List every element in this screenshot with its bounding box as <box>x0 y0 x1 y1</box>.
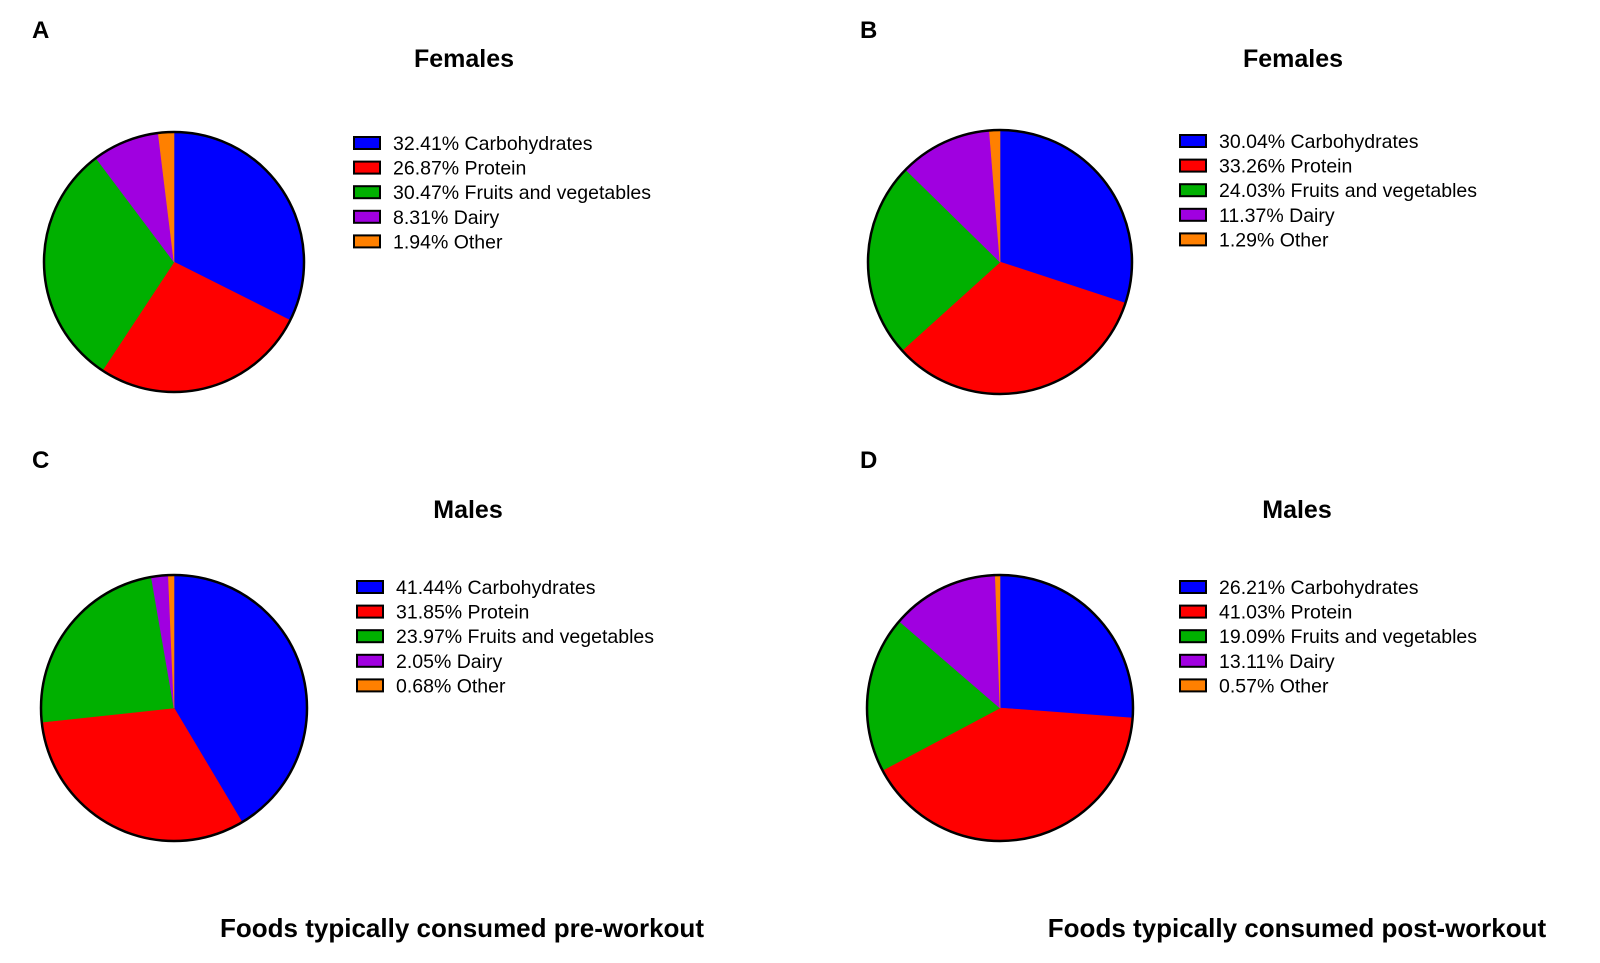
legend-item-fruits-and-vegetables: 23.97% Fruits and vegetables <box>356 626 654 648</box>
legend-label: 26.21% Carbohydrates <box>1219 577 1419 599</box>
legend-item-protein: 41.03% Protein <box>1179 602 1352 624</box>
pie-chart <box>865 573 1135 843</box>
legend-item-carbohydrates: 26.21% Carbohydrates <box>1179 577 1419 599</box>
chart-title: Males <box>1262 496 1331 524</box>
legend-item-fruits-and-vegetables: 19.09% Fruits and vegetables <box>1179 626 1477 648</box>
legend-swatch <box>1179 183 1207 198</box>
legend: 41.44% Carbohydrates 31.85% Protein23.97%… <box>356 577 654 697</box>
legend-label: 33.26% Protein <box>1219 156 1352 178</box>
legend-label: 30.04% Carbohydrates <box>1219 131 1419 153</box>
legend-swatch <box>356 580 384 594</box>
legend-label: 19.09% Fruits and vegetables <box>1219 626 1477 648</box>
panel-a: A Females 32.41% Carbohydrates 26.87% Pro… <box>32 17 651 394</box>
panel-label: D <box>860 447 877 474</box>
pie-slice-fruits-and-vegetables <box>40 576 175 723</box>
caption-post-workout: Foods typically consumed post-workout <box>1048 913 1547 943</box>
legend-item-protein: 26.87% Protein <box>353 158 526 180</box>
legend-label: 8.31% Dairy <box>393 207 499 229</box>
pie-outline <box>42 130 306 394</box>
legend-swatch <box>1179 232 1207 247</box>
legend-swatch <box>353 209 381 224</box>
pie-chart <box>39 573 309 843</box>
pie-chart <box>866 128 1134 396</box>
legend-swatch <box>356 678 384 693</box>
chart-title: Females <box>414 45 514 73</box>
pie-outline <box>39 573 309 843</box>
legend-label: 26.87% Protein <box>393 158 526 180</box>
legend-item-other: 0.68% Other <box>356 675 506 697</box>
legend-item-carbohydrates: 41.44% Carbohydrates <box>356 577 596 599</box>
legend-label: 11.37% Dairy <box>1219 205 1335 227</box>
legend-swatch <box>353 185 381 200</box>
legend-label: 31.85% Protein <box>396 602 529 624</box>
legend-swatch <box>1179 604 1207 619</box>
pie-outline <box>865 573 1135 843</box>
legend-swatch <box>1179 629 1207 644</box>
chart-title: Females <box>1243 45 1343 73</box>
panel-label: B <box>860 17 877 44</box>
legend-label: 0.68% Other <box>396 675 506 697</box>
legend-label: 2.05% Dairy <box>396 651 502 673</box>
legend-item-protein: 31.85% Protein <box>356 602 529 624</box>
legend-swatch <box>356 604 384 619</box>
legend-swatch <box>1179 653 1207 668</box>
panel-c: C Males 41.44% Carbohydrates 31.85% Prote… <box>32 447 654 843</box>
legend-label: 1.94% Other <box>393 231 503 253</box>
panel-b: B Females 30.04% Carbohydrates 33.26% Pro… <box>860 17 1477 396</box>
pie-outline <box>866 128 1134 396</box>
legend: 32.41% Carbohydrates 26.87% Protein30.47%… <box>353 133 651 253</box>
legend-label: 0.57% Other <box>1219 675 1329 697</box>
pie-slice-carbohydrates <box>999 574 1134 719</box>
panel-label: C <box>32 447 49 474</box>
legend-swatch <box>1179 678 1207 693</box>
legend-item-carbohydrates: 32.41% Carbohydrates <box>353 133 593 155</box>
legend-swatch <box>1179 158 1207 173</box>
legend-item-fruits-and-vegetables: 24.03% Fruits and vegetables <box>1179 180 1477 202</box>
legend-swatch <box>1179 580 1207 594</box>
legend-item-carbohydrates: 30.04% Carbohydrates <box>1179 131 1419 153</box>
legend-swatch <box>1179 207 1207 222</box>
legend-label: 13.11% Dairy <box>1219 651 1335 673</box>
legend-label: 41.03% Protein <box>1219 602 1352 624</box>
legend-label: 23.97% Fruits and vegetables <box>396 626 654 648</box>
legend-item-fruits-and-vegetables: 30.47% Fruits and vegetables <box>353 182 651 204</box>
legend-item-other: 1.94% Other <box>353 231 503 253</box>
legend-label: 41.44% Carbohydrates <box>396 577 596 599</box>
panel-d: D Males 26.21% Carbohydrates 41.03% Prote… <box>860 447 1477 843</box>
legend-label: 24.03% Fruits and vegetables <box>1219 180 1477 202</box>
legend-item-dairy: 8.31% Dairy <box>353 207 499 229</box>
legend-label: 32.41% Carbohydrates <box>393 133 593 155</box>
legend-item-dairy: 2.05% Dairy <box>356 651 502 673</box>
legend-item-dairy: 13.11% Dairy <box>1179 651 1335 673</box>
legend-swatch <box>356 653 384 668</box>
legend-swatch <box>1179 134 1207 148</box>
legend: 26.21% Carbohydrates 41.03% Protein19.09%… <box>1179 577 1477 697</box>
legend-item-dairy: 11.37% Dairy <box>1179 205 1335 227</box>
panel-label: A <box>32 17 49 44</box>
legend: 30.04% Carbohydrates 33.26% Protein24.03%… <box>1179 131 1477 251</box>
pie-chart <box>42 130 306 394</box>
legend-item-other: 0.57% Other <box>1179 675 1329 697</box>
legend-swatch <box>353 160 381 175</box>
caption-pre-workout: Foods typically consumed pre-workout <box>220 913 704 943</box>
chart-title: Males <box>433 496 502 524</box>
legend-swatch <box>353 234 381 249</box>
legend-label: 30.47% Fruits and vegetables <box>393 182 651 204</box>
legend-item-protein: 33.26% Protein <box>1179 156 1352 178</box>
legend-item-other: 1.29% Other <box>1179 229 1329 251</box>
legend-swatch <box>356 629 384 644</box>
legend-swatch <box>353 136 381 150</box>
legend-label: 1.29% Other <box>1219 229 1329 251</box>
